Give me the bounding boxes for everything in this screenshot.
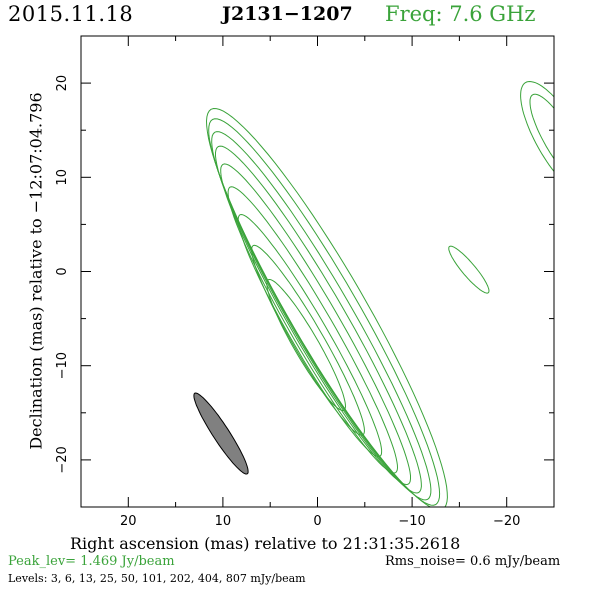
- x-tick-label: 0: [313, 514, 321, 529]
- contour-edge-source-1: [520, 80, 554, 173]
- x-tick-label: −20: [493, 514, 520, 529]
- contour-core-jet-7: [237, 213, 383, 458]
- source-name: J2131−1207: [222, 3, 353, 25]
- y-tick-label: −10: [55, 352, 70, 379]
- x-tick-label: 10: [215, 514, 232, 529]
- beam-layer: [193, 392, 249, 475]
- contour-core-jet-1: [205, 107, 448, 507]
- y-tick-label: −20: [55, 446, 70, 473]
- contour-levels-text: Levels: 3, 6, 13, 25, 50, 101, 202, 404,…: [8, 572, 306, 585]
- observation-date: 2015.11.18: [8, 2, 134, 26]
- y-tick-label: 0: [55, 267, 70, 275]
- y-tick-label: 10: [55, 169, 70, 186]
- contour-core-jet-3: [211, 131, 432, 501]
- beam-ellipse: [193, 392, 249, 475]
- y-tick-label: 20: [55, 75, 70, 92]
- x-tick-label: −10: [398, 514, 425, 529]
- axis-tick-labels: 20 10 0 −10 −20 20 10 0 −10 −20: [55, 75, 520, 529]
- rms-noise-text: Rms_noise= 0.6 mJy/beam: [385, 554, 561, 569]
- contour-edge-source-2: [529, 93, 554, 160]
- contour-core-jet-2: [208, 118, 441, 506]
- frequency-label: Freq: 7.6 GHz: [385, 2, 536, 26]
- y-axis-label: Declination (mas) relative to −12:07:04.…: [26, 92, 46, 450]
- axis-ticks: [80, 35, 555, 508]
- plot-frame: [80, 35, 555, 508]
- contour-core-jet-9: [266, 279, 347, 411]
- contour-core-jet-5: [220, 163, 411, 486]
- contour-layer: [205, 80, 554, 507]
- contour-core-jet-8: [251, 244, 365, 436]
- peak-level-text: Peak_lev= 1.469 Jy/beam: [8, 554, 175, 569]
- contour-knot-1: [448, 245, 490, 294]
- x-tick-label: 20: [120, 514, 137, 529]
- contour-core-jet-4: [215, 145, 422, 494]
- x-axis-label: Right ascension (mas) relative to 21:31:…: [70, 534, 461, 553]
